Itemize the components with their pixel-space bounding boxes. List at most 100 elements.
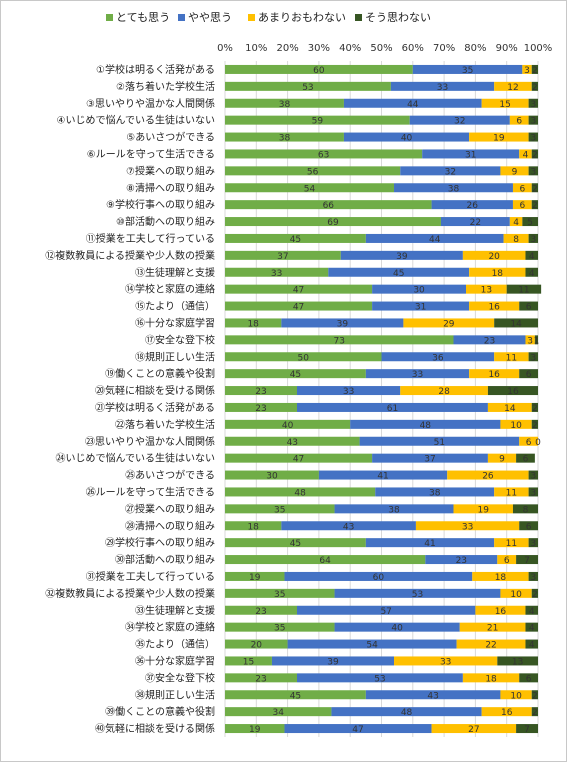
data-label: 33 bbox=[343, 387, 354, 397]
data-label: 3 bbox=[530, 488, 536, 498]
bar-segment bbox=[459, 622, 526, 632]
bar-segment bbox=[381, 352, 495, 362]
data-label: 22 bbox=[485, 641, 496, 651]
data-label: 11 bbox=[506, 353, 517, 363]
data-label: 45 bbox=[290, 539, 301, 549]
data-label: 16 bbox=[495, 607, 507, 617]
bar-segment bbox=[531, 419, 538, 429]
category-label: ㉝生徒理解と支援 bbox=[135, 604, 215, 617]
data-label: 30 bbox=[266, 472, 278, 482]
data-label: 31 bbox=[415, 303, 426, 313]
category-label: ㊱十分な家庭学習 bbox=[135, 654, 215, 667]
x-tick-label: 70% bbox=[433, 43, 455, 54]
data-label: 3 bbox=[524, 66, 530, 76]
bar-segment bbox=[225, 622, 335, 632]
category-label: ⑧清掃への取り組み bbox=[126, 181, 215, 194]
category-label: ㉗授業への取り組み bbox=[125, 502, 215, 515]
data-label: 66 bbox=[323, 201, 335, 211]
bar-segment bbox=[403, 318, 495, 328]
legend-swatch-1 bbox=[178, 14, 185, 21]
bar-segment bbox=[531, 81, 538, 91]
data-label: 16 bbox=[501, 708, 513, 718]
data-label: 60 bbox=[313, 66, 325, 76]
data-label: 15 bbox=[499, 100, 510, 110]
x-tick-label: 40% bbox=[339, 43, 361, 54]
data-label: 10 bbox=[510, 691, 522, 701]
data-label: 9 bbox=[499, 455, 505, 465]
data-label: 2 bbox=[532, 590, 538, 600]
bar-segment bbox=[343, 132, 470, 142]
bar-segment bbox=[431, 200, 513, 210]
data-label: 8 bbox=[513, 235, 519, 245]
bar-segment bbox=[365, 233, 504, 243]
bar-segment bbox=[531, 690, 538, 700]
data-label: 6 bbox=[519, 184, 525, 194]
x-tick-label: 50% bbox=[370, 43, 392, 54]
data-label: 40 bbox=[282, 421, 294, 431]
bar-segment bbox=[225, 284, 373, 294]
data-label: 53 bbox=[302, 83, 313, 93]
data-label: 20 bbox=[488, 252, 500, 262]
bar-segment bbox=[531, 200, 538, 210]
data-label: 7 bbox=[524, 556, 530, 566]
category-label: ⑦授業への取り組み bbox=[126, 164, 215, 177]
data-label: 38 bbox=[388, 505, 400, 515]
bar-segment bbox=[225, 352, 382, 362]
bar-segment bbox=[390, 81, 495, 91]
data-label: 29 bbox=[443, 319, 455, 329]
bar-segment bbox=[512, 183, 532, 193]
bar-segment bbox=[528, 470, 538, 480]
data-label: 18 bbox=[485, 674, 497, 684]
bar-segment bbox=[487, 386, 538, 396]
category-label: ①学校は明るく活発がある bbox=[96, 63, 215, 76]
bar-segment bbox=[509, 217, 523, 227]
data-label: 21 bbox=[487, 624, 498, 634]
data-label: 37 bbox=[277, 252, 288, 262]
data-label: 13 bbox=[481, 286, 492, 296]
data-label: 6 bbox=[516, 117, 522, 127]
bar-segment bbox=[271, 656, 395, 666]
data-label: 19 bbox=[249, 573, 261, 583]
category-label: ㊳規則正しい生活 bbox=[135, 688, 215, 701]
category-label: ㉓思いやりや温かな人間関係 bbox=[85, 436, 215, 448]
data-label: 33 bbox=[412, 370, 423, 380]
data-label: 47 bbox=[293, 455, 304, 465]
bar-segment bbox=[331, 707, 482, 717]
category-label: ⑫複数教員による授業や少人数の授業 bbox=[45, 249, 215, 262]
bar-segment bbox=[412, 64, 523, 74]
data-label: 4 bbox=[523, 150, 529, 160]
category-label: ㉚部活動への取り組み bbox=[115, 553, 215, 566]
category-label: ⑥ルールを守って生活できる bbox=[87, 147, 215, 160]
bar-segment bbox=[225, 690, 366, 700]
data-label: 4 bbox=[529, 607, 535, 617]
bar-segment bbox=[525, 605, 538, 615]
bar-segment bbox=[522, 64, 532, 74]
data-label: 61 bbox=[387, 404, 398, 414]
data-label: 6 bbox=[519, 201, 525, 211]
data-label: 45 bbox=[290, 235, 301, 245]
data-label: 3 bbox=[530, 573, 536, 583]
data-label: 2 bbox=[532, 708, 538, 718]
bar-segment bbox=[425, 555, 498, 565]
bar-segment bbox=[497, 555, 517, 565]
bar-segment bbox=[296, 386, 401, 396]
category-label: ⑩部活動への取り組み bbox=[116, 215, 215, 228]
bar-segment bbox=[481, 98, 529, 108]
bar-segment bbox=[225, 470, 319, 480]
bar-segment bbox=[500, 588, 532, 598]
bar-segment bbox=[469, 301, 520, 311]
data-label: 19 bbox=[249, 725, 261, 735]
data-label: 45 bbox=[290, 370, 301, 380]
bar-segment bbox=[528, 571, 538, 581]
data-label: 2 bbox=[532, 83, 538, 93]
bar-segment bbox=[225, 369, 366, 379]
bar-segment bbox=[225, 707, 332, 717]
bar-segment bbox=[528, 352, 538, 362]
data-label: 2 bbox=[532, 404, 538, 414]
bar-segment bbox=[225, 335, 454, 345]
bar-segment bbox=[225, 98, 344, 108]
data-label: 41 bbox=[424, 539, 435, 549]
bar-segment bbox=[225, 81, 391, 91]
bar-segment bbox=[500, 419, 532, 429]
category-label: ㊴働くことの意義や役割 bbox=[105, 705, 215, 718]
